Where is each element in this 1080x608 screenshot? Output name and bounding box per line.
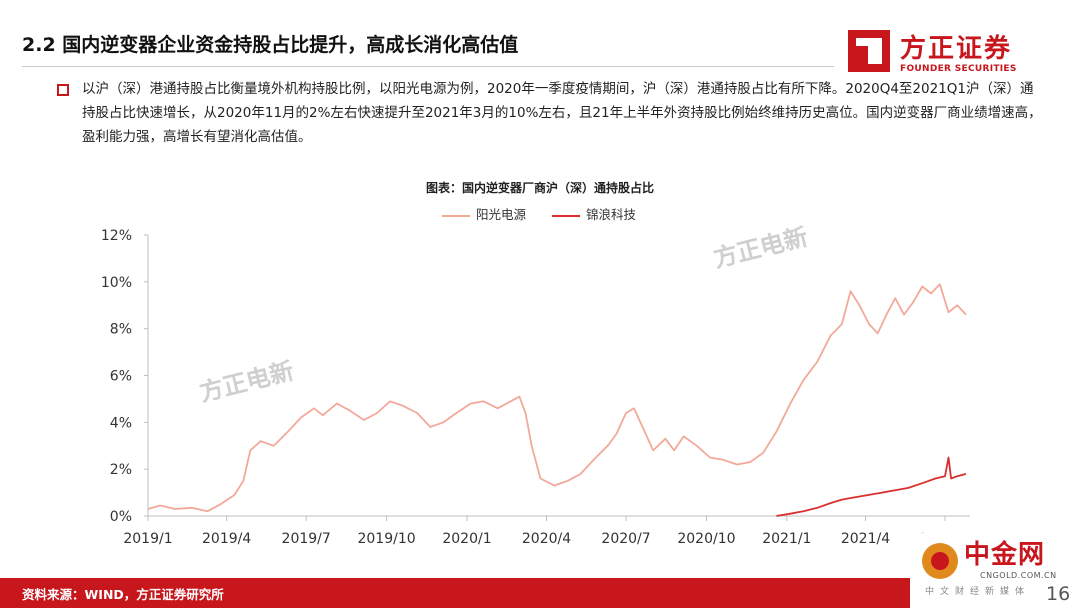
page-title: 2.2 国内逆变器企业资金持股占比提升，高成长消化高估值 <box>22 34 519 56</box>
badge-logo-icon <box>922 543 958 579</box>
y-tick-label: 12% <box>101 228 132 244</box>
y-tick-label: 8% <box>110 322 132 338</box>
company-logo: 方正证券 FOUNDER SECURITIES <box>842 28 1042 80</box>
x-tick-label: 2019/4 <box>202 531 251 547</box>
x-tick-label: 2019/7 <box>282 531 331 547</box>
holding-ratio-line-chart: 0% 2% 4% 6% 8% 10% 12% 2019/1 2019/4 2019/7 2019/1… <box>101 228 970 547</box>
series-line-2 <box>776 456 967 517</box>
page-number: 16 <box>1046 583 1071 605</box>
x-tick-label: 2020/1 <box>442 531 491 547</box>
legend-item-series-1: 阳光电源 <box>442 204 526 223</box>
legend-label-series-2: 锦浪科技 <box>586 207 637 222</box>
legend-item-series-2: 锦浪科技 <box>552 204 636 223</box>
x-tick-label: 2020/10 <box>677 531 735 547</box>
legend-label-series-1: 阳光电源 <box>476 207 527 222</box>
source-note: 资料来源：WIND，方正证券研究所 <box>22 587 224 602</box>
founder-logo-icon <box>848 30 890 72</box>
badge-url: CNGOLD.COM.CN <box>980 571 1057 580</box>
bullet-square-icon <box>57 84 69 96</box>
y-tick-label: 6% <box>110 369 132 385</box>
x-tick-label: 2019/1 <box>123 531 172 547</box>
chart-title: 图表：国内逆变器厂商沪（深）通持股占比 <box>425 181 654 195</box>
chart-series <box>147 283 967 517</box>
x-tick-label: 2020/4 <box>522 531 571 547</box>
x-tick-label: 2021/1 <box>762 531 811 547</box>
legend-swatch-series-2 <box>552 214 580 217</box>
x-tick-label: 2020/7 <box>601 531 650 547</box>
logo-english-name: FOUNDER SECURITIES <box>900 64 1017 74</box>
body-paragraph: 以沪（深）港通持股占比衡量境外机构持股比例，以阳光电源为例，2020年一季度疫情… <box>82 81 1042 145</box>
legend-swatch-series-1 <box>442 214 470 217</box>
footer-bar <box>0 578 1080 608</box>
chart-legend: 阳光电源 锦浪科技 <box>442 204 658 223</box>
y-tick-label: 10% <box>101 275 132 291</box>
x-tick-label: 2021/4 <box>841 531 890 547</box>
y-tick-label: 0% <box>110 509 132 525</box>
title-divider <box>22 66 834 67</box>
logo-name: 方正证券 <box>900 34 1013 64</box>
y-tick-label: 2% <box>110 462 132 478</box>
badge-subtitle: 中文财经新媒体 <box>925 587 1031 597</box>
badge-name: 中金网 <box>964 540 1046 570</box>
x-tick-label: 2019/10 <box>357 531 415 547</box>
y-tick-label: 4% <box>110 415 132 431</box>
series-line-1 <box>147 283 967 513</box>
